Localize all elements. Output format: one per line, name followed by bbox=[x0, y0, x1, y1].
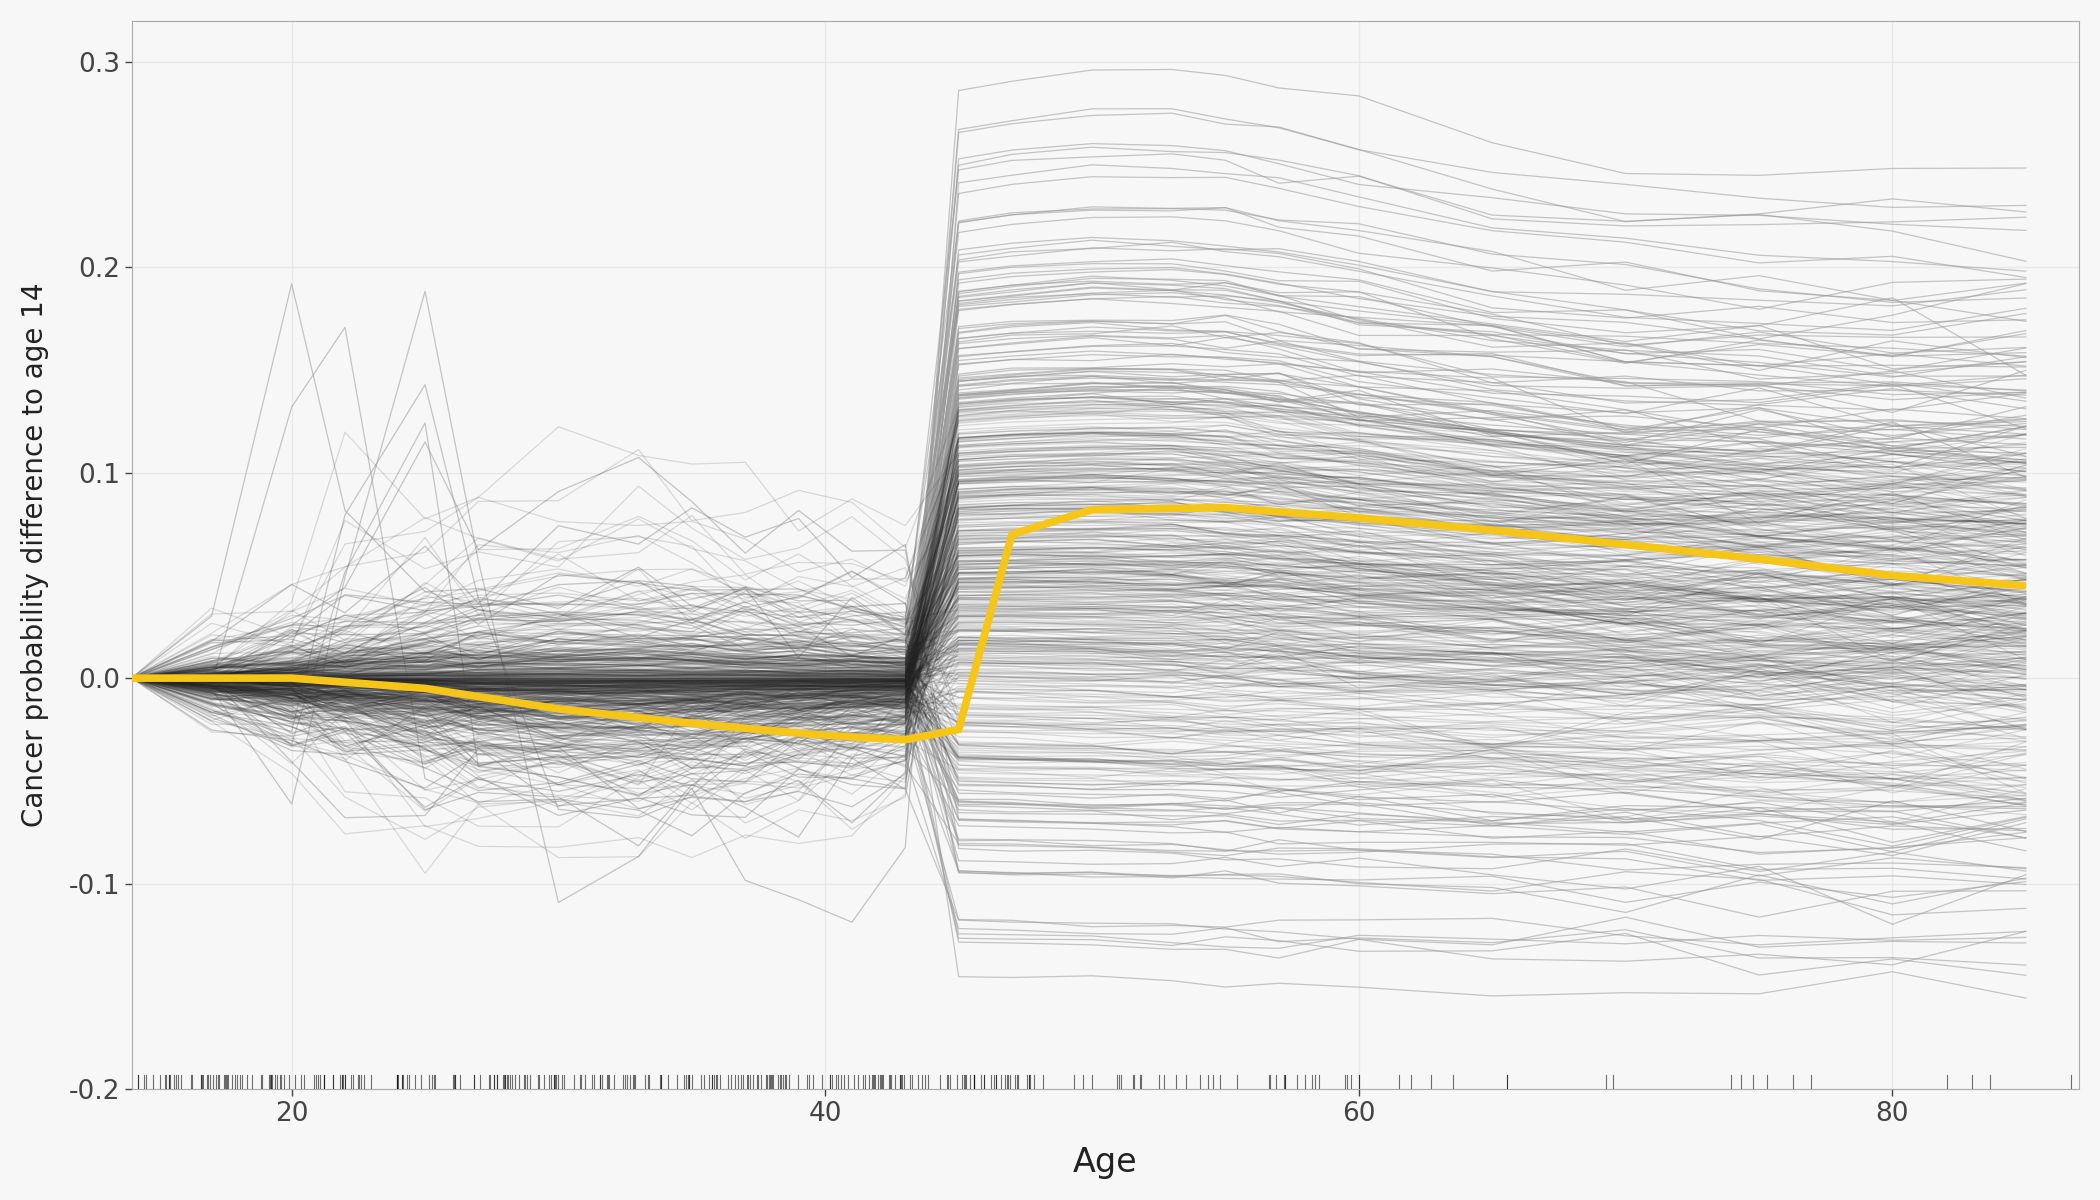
Y-axis label: Cancer probability difference to age 14: Cancer probability difference to age 14 bbox=[21, 283, 48, 827]
X-axis label: Age: Age bbox=[1073, 1146, 1138, 1180]
